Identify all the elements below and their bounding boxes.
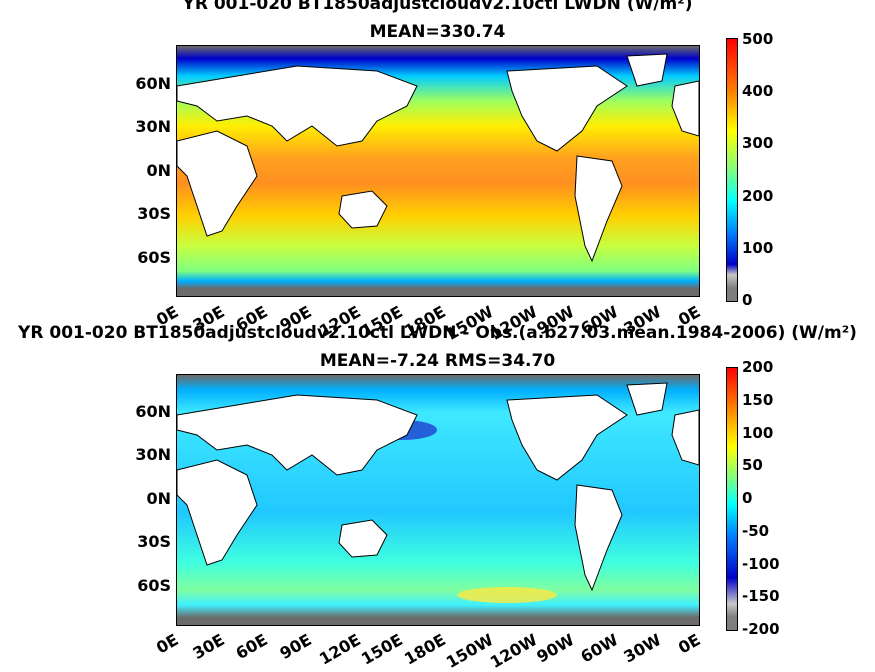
bottom-lon-label-90e: 90E	[276, 630, 315, 664]
bottom-lon-label-150w: 150W	[442, 630, 497, 672]
south-america-land	[574, 484, 623, 592]
bottom-lon-label-150e: 150E	[357, 630, 406, 669]
top-map-title: YR 001-020 BT1850adjustcloudv2.10ctl LWD…	[182, 0, 693, 14]
bottom-lon-label-120e: 120E	[315, 630, 364, 669]
top-cbar-tick-0: 0	[742, 291, 753, 309]
australia-land	[338, 519, 388, 558]
africa-land	[177, 130, 258, 237]
top-lat-label-60n: 60N	[135, 74, 171, 93]
bottom-colorbar	[726, 367, 738, 631]
bottom-cbar-tick-150: 150	[742, 391, 774, 409]
bottom-cbar-tick-minus200: -200	[742, 620, 780, 638]
top-cbar-tick-500: 500	[742, 30, 774, 48]
bottom-lon-label-120w: 120W	[486, 630, 541, 672]
greenland-land	[626, 53, 668, 87]
top-cbar-tick-100: 100	[742, 239, 774, 257]
bottom-cbar-tick-minus50: -50	[742, 522, 770, 540]
bottom-map-subtitle: MEAN=-7.24 RMS=34.70	[319, 351, 556, 371]
bottom-map-plot	[176, 374, 700, 626]
bottom-lat-label-0n: 0N	[146, 489, 171, 508]
bottom-lon-label-30w: 30W	[620, 630, 665, 667]
bottom-lon-label-60w: 60W	[577, 630, 622, 667]
eurasia-land	[177, 65, 418, 147]
bottom-cbar-tick-200: 200	[742, 358, 774, 376]
bottom-cbar-tick-minus150: -150	[742, 587, 780, 605]
top-lat-label-0n: 0N	[146, 161, 171, 180]
top-colorbar	[726, 38, 738, 302]
top-lat-label-60s: 60S	[137, 248, 171, 267]
bottom-lon-label-0e-end: 0E	[674, 630, 704, 658]
bottom-lat-label-30n: 30N	[135, 445, 171, 464]
bottom-lat-label-60n: 60N	[135, 402, 171, 421]
australia-land	[338, 190, 388, 229]
top-map-plot	[176, 45, 700, 297]
bottom-cbar-tick-minus100: -100	[742, 555, 780, 573]
bottom-map-title: YR 001-020 BT1850adjustcloudv2.10ctl LWD…	[18, 323, 857, 343]
bottom-cbar-tick-100: 100	[742, 424, 774, 442]
europe-land	[671, 409, 699, 466]
top-cbar-tick-200: 200	[742, 187, 774, 205]
greenland-land	[626, 382, 668, 416]
bottom-lat-label-30s: 30S	[137, 532, 171, 551]
top-cbar-tick-400: 400	[742, 82, 774, 100]
top-lat-label-30n: 30N	[135, 117, 171, 136]
bottom-lon-label-60e: 60E	[232, 630, 271, 664]
top-lat-label-30s: 30S	[137, 204, 171, 223]
bottom-lon-label-0e: 0E	[152, 630, 182, 658]
top-map-subtitle: MEAN=330.74	[369, 22, 506, 42]
europe-land	[671, 80, 699, 137]
bottom-lon-label-90w: 90W	[533, 630, 578, 667]
north-america-land	[506, 65, 628, 152]
eurasia-land	[177, 394, 418, 476]
north-america-land	[506, 394, 628, 481]
bottom-cbar-tick-50: 50	[742, 456, 763, 474]
top-cbar-tick-300: 300	[742, 134, 774, 152]
anomaly-patch-south-pacific	[457, 587, 557, 603]
bottom-cbar-tick-0: 0	[742, 489, 753, 507]
south-america-land	[574, 155, 623, 263]
africa-land	[177, 459, 258, 566]
bottom-lon-label-180e: 180E	[400, 630, 449, 669]
bottom-lon-label-30e: 30E	[189, 630, 228, 664]
bottom-lat-label-60s: 60S	[137, 576, 171, 595]
